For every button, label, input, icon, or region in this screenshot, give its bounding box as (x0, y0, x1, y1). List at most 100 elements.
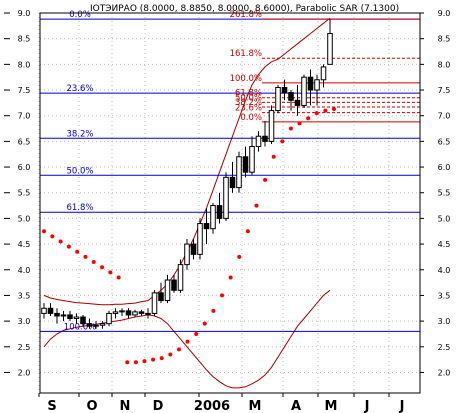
y-tick-label: 7.0 (438, 112, 451, 121)
y-tick-label: 4.5 (438, 240, 451, 249)
candle-body (255, 135, 262, 148)
x-tick-label: S (47, 399, 56, 413)
y-tick-label: 6.0 (438, 163, 451, 172)
y-tick-label-left: 7.5 (18, 86, 31, 95)
y-tick-label: 5.5 (438, 189, 451, 198)
y-tick-label: 7.5 (438, 86, 451, 95)
y-tick-label-left: 4.5 (18, 240, 31, 249)
y-tick-label-left: 5.5 (18, 189, 31, 198)
chart-title: IOTЭИРАО (8.0000, 8.8850, 8.0000, 8.6000… (90, 4, 399, 14)
fib-left-label: 100.0% (64, 322, 96, 332)
candle-body (301, 76, 307, 106)
sar-dot (194, 331, 199, 336)
candle-body (249, 146, 255, 173)
y-tick-label-left: 7.0 (18, 112, 31, 121)
fibonacci-levels: 0.0%23.6%38.2%50.0%61.8%100.0%261.8%161.… (40, 10, 420, 332)
y-tick-label-left: 3.5 (18, 291, 31, 300)
candle-body (327, 33, 333, 65)
sar-dot (297, 121, 302, 126)
sar-dot (91, 260, 96, 265)
sar-dot (168, 352, 173, 357)
candle-body (125, 310, 132, 316)
x-tick-label: 2006 (194, 399, 230, 413)
candles (41, 18, 333, 329)
sar-dot (116, 275, 121, 280)
candle-body (236, 156, 242, 189)
y-tick-label: 3.5 (438, 291, 451, 300)
x-tick-label: N (120, 399, 131, 413)
candle-body (203, 223, 210, 230)
candle-body (216, 205, 223, 219)
candle-body (275, 86, 281, 112)
x-tick-label: O (86, 399, 97, 413)
fib-right-label: 0.0% (240, 113, 262, 123)
y-tick-label-left: 8.5 (18, 35, 31, 44)
candle-body (164, 279, 171, 302)
x-tick-label: J (399, 399, 405, 413)
fib-left-label: 61.8% (66, 203, 93, 213)
sar-dot (159, 356, 164, 361)
sar-dot (202, 321, 207, 326)
x-tick-label: M (325, 399, 338, 413)
y-tick-label: 2.0 (438, 368, 451, 377)
y-tick-label: 9.0 (438, 9, 451, 18)
candle-body (288, 92, 294, 101)
y-tick-label-left: 2.5 (18, 343, 31, 352)
y-tick-label: 5.0 (438, 214, 451, 223)
candle-body (60, 314, 67, 317)
sar-dot (332, 107, 336, 112)
fib-right-label: 50.0% (235, 93, 262, 103)
y-tick-label-left: 2.0 (18, 368, 31, 377)
sar-dot (66, 244, 71, 249)
y-tick-label-left: 4.0 (18, 266, 31, 275)
x-tick-label: A (291, 399, 301, 413)
sar-dot (280, 139, 285, 144)
sar-dot (142, 359, 147, 364)
candle-body (229, 176, 236, 189)
fib-right-label: 23.6% (235, 104, 262, 114)
candle-body (138, 311, 145, 314)
sar-dot (263, 177, 268, 182)
sar-dot (314, 111, 319, 116)
sar-dot (245, 229, 250, 234)
sar-dot (83, 254, 88, 259)
sar-dot (254, 203, 259, 208)
sar-dot (306, 116, 311, 121)
candle-body (80, 316, 86, 325)
y-tick-label-left: 6.5 (18, 137, 31, 146)
fib-right-label: 61.8% (235, 89, 262, 99)
y-tick-label: 8.0 (438, 60, 451, 69)
sar-dot (211, 308, 216, 313)
fib-right-label: 38.2% (235, 98, 262, 108)
candle-body (145, 312, 151, 315)
sar-dot (151, 357, 156, 362)
sar-dot (133, 360, 138, 365)
candle-body (242, 156, 249, 173)
x-tick-label: M (249, 399, 262, 413)
candle-body (86, 323, 93, 327)
y-tick-label: 3.0 (438, 317, 451, 326)
candle-body (106, 312, 112, 325)
candle-body (223, 176, 229, 219)
candle-body (112, 311, 119, 314)
sar-dot (50, 234, 55, 239)
sar-dot (271, 154, 276, 159)
fib-left-label: 38.2% (66, 129, 93, 139)
y-tick-label-left: 9.0 (18, 9, 31, 18)
sar-dot (323, 108, 328, 113)
sar-dot (185, 339, 190, 344)
candle-body (210, 205, 216, 230)
y-tick-label: 6.5 (438, 137, 451, 146)
parabolic-sar (42, 107, 336, 365)
candle-body (197, 223, 203, 255)
candle-body (268, 110, 275, 142)
sar-dot (75, 249, 80, 254)
candle-body (177, 264, 184, 291)
candle-body (190, 243, 197, 255)
grid (38, 12, 420, 393)
candle-body (294, 99, 301, 106)
candle-body (307, 76, 314, 91)
sar-dot (42, 229, 46, 234)
sar-dot (228, 275, 233, 280)
fib-left-label: 0.0% (69, 10, 91, 20)
